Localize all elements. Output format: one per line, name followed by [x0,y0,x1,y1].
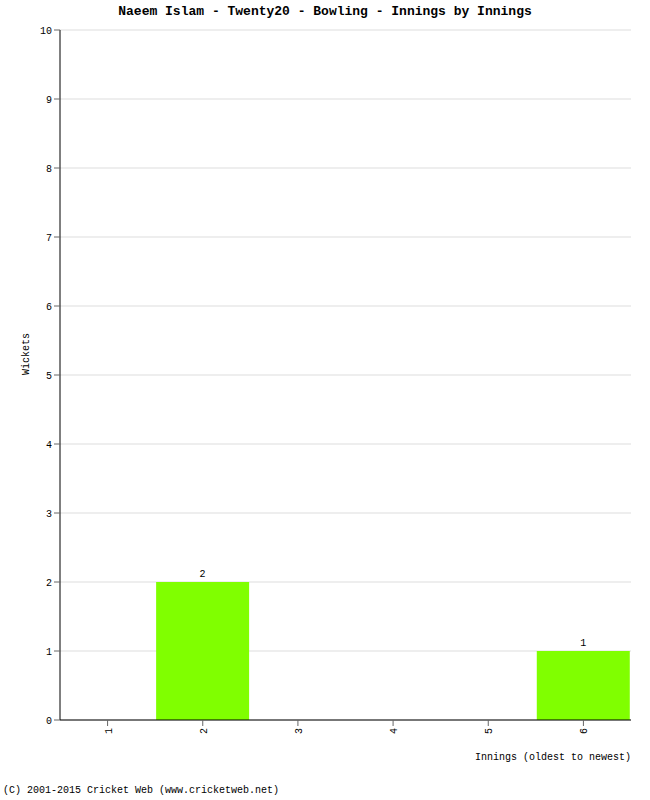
svg-text:1: 1 [104,728,115,734]
svg-text:6: 6 [46,302,52,313]
svg-text:5: 5 [46,371,52,382]
html-text:Naeem Islam - Twenty20 - Bowli: Naeem Islam - Twenty20 - Bowling - Innin… [118,4,532,19]
svg-text:8: 8 [46,164,52,175]
svg-text:2: 2 [46,578,52,589]
svg-text:2: 2 [199,728,210,734]
svg-text:Innings (oldest to newest): Innings (oldest to newest) [475,752,631,763]
svg-text:9: 9 [46,95,52,106]
svg-text:5: 5 [484,728,495,734]
svg-text:10: 10 [40,26,52,37]
svg-text:3: 3 [294,728,305,734]
svg-text:3: 3 [46,509,52,520]
svg-text:0: 0 [46,716,52,727]
svg-text:Wickets: Wickets [21,333,32,375]
svg-text:7: 7 [46,233,52,244]
svg-text:2: 2 [200,569,206,580]
svg-text:1: 1 [580,638,586,649]
svg-text:1: 1 [46,647,52,658]
svg-text:4: 4 [389,728,400,734]
svg-text:6: 6 [579,728,590,734]
svg-text:4: 4 [46,440,52,451]
html-text:(C) 2001-2015 Cricket Web (www: (C) 2001-2015 Cricket Web (www.cricketwe… [3,785,279,796]
